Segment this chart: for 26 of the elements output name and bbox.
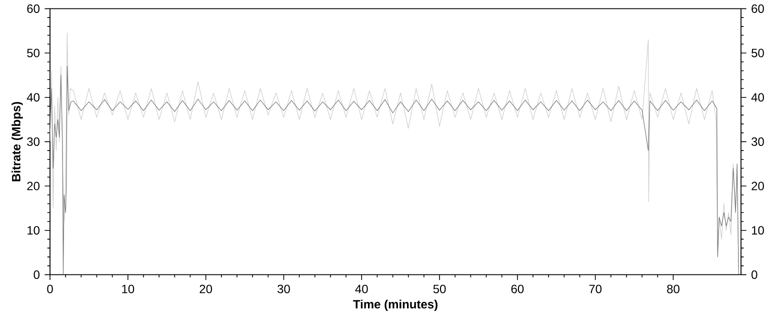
x-axis-title: Time (minutes) (353, 300, 438, 312)
x-tick-label: 0 (47, 284, 53, 294)
x-tick-label: 30 (278, 284, 290, 294)
y-tick-label: 50 (27, 48, 40, 58)
y2-tick-label: 60 (752, 4, 764, 14)
x-tick-label: 70 (589, 284, 602, 294)
y2-tick-label: 40 (751, 93, 764, 102)
y-tick-label: 60 (27, 4, 40, 14)
y-axis-title: Bitrate (Mbps) (12, 102, 23, 182)
y2-tick-label: 20 (752, 182, 764, 190)
y-tick-label: 0 (34, 270, 40, 280)
y2-tick-label: 50 (752, 48, 764, 58)
y-tick-label: 10 (28, 226, 40, 235)
x-tick-label: 40 (355, 284, 368, 294)
x-tick-label: 10 (122, 284, 134, 294)
y2-tick-label: 30 (752, 138, 764, 146)
y-tick-label: 20 (27, 182, 40, 190)
x-tick-label: 50 (433, 284, 446, 294)
y2-tick-label: 10 (752, 226, 764, 235)
y-tick-label: 40 (26, 93, 40, 102)
x-tick-label: 20 (200, 284, 212, 294)
x-tick-label: 80 (667, 284, 680, 294)
line-series (50, 66, 739, 275)
y2-tick-label: 0 (752, 270, 758, 280)
y-tick-label: 30 (27, 138, 40, 146)
x-tick-label: 60 (511, 284, 524, 294)
